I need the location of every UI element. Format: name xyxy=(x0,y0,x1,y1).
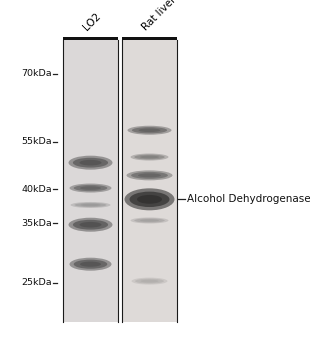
Text: 55kDa: 55kDa xyxy=(21,137,52,146)
Ellipse shape xyxy=(131,217,169,224)
Ellipse shape xyxy=(80,186,101,190)
Ellipse shape xyxy=(138,173,161,177)
Text: 70kDa: 70kDa xyxy=(21,69,52,78)
Ellipse shape xyxy=(80,261,101,267)
Ellipse shape xyxy=(69,258,112,271)
Ellipse shape xyxy=(135,279,164,284)
Ellipse shape xyxy=(140,280,158,282)
Ellipse shape xyxy=(134,218,165,223)
Ellipse shape xyxy=(74,203,107,207)
Ellipse shape xyxy=(131,278,167,285)
Ellipse shape xyxy=(69,156,113,170)
Bar xyxy=(63,36,118,40)
Ellipse shape xyxy=(134,155,165,160)
Ellipse shape xyxy=(81,204,100,206)
Bar xyxy=(122,36,177,40)
Ellipse shape xyxy=(70,202,110,208)
Text: Alcohol Dehydrogenase: Alcohol Dehydrogenase xyxy=(187,194,310,204)
Ellipse shape xyxy=(79,222,101,228)
Text: LO2: LO2 xyxy=(82,11,103,33)
Ellipse shape xyxy=(139,128,161,132)
Text: Rat liver: Rat liver xyxy=(140,0,178,33)
Ellipse shape xyxy=(73,220,108,230)
Text: 35kDa: 35kDa xyxy=(21,219,52,228)
Ellipse shape xyxy=(69,218,113,232)
Ellipse shape xyxy=(74,185,107,191)
Ellipse shape xyxy=(79,160,101,166)
Ellipse shape xyxy=(140,156,159,159)
Bar xyxy=(122,40,177,322)
Ellipse shape xyxy=(130,192,170,207)
Ellipse shape xyxy=(126,170,172,180)
Ellipse shape xyxy=(69,183,112,192)
Ellipse shape xyxy=(74,260,107,269)
Text: 25kDa: 25kDa xyxy=(21,278,52,287)
Ellipse shape xyxy=(131,172,168,179)
Text: 40kDa: 40kDa xyxy=(21,185,52,194)
Ellipse shape xyxy=(125,188,175,210)
Ellipse shape xyxy=(132,127,167,133)
Ellipse shape xyxy=(73,158,108,168)
Ellipse shape xyxy=(127,126,171,135)
Ellipse shape xyxy=(137,195,162,204)
Bar xyxy=(63,40,118,322)
Ellipse shape xyxy=(131,154,169,161)
Ellipse shape xyxy=(140,219,159,222)
